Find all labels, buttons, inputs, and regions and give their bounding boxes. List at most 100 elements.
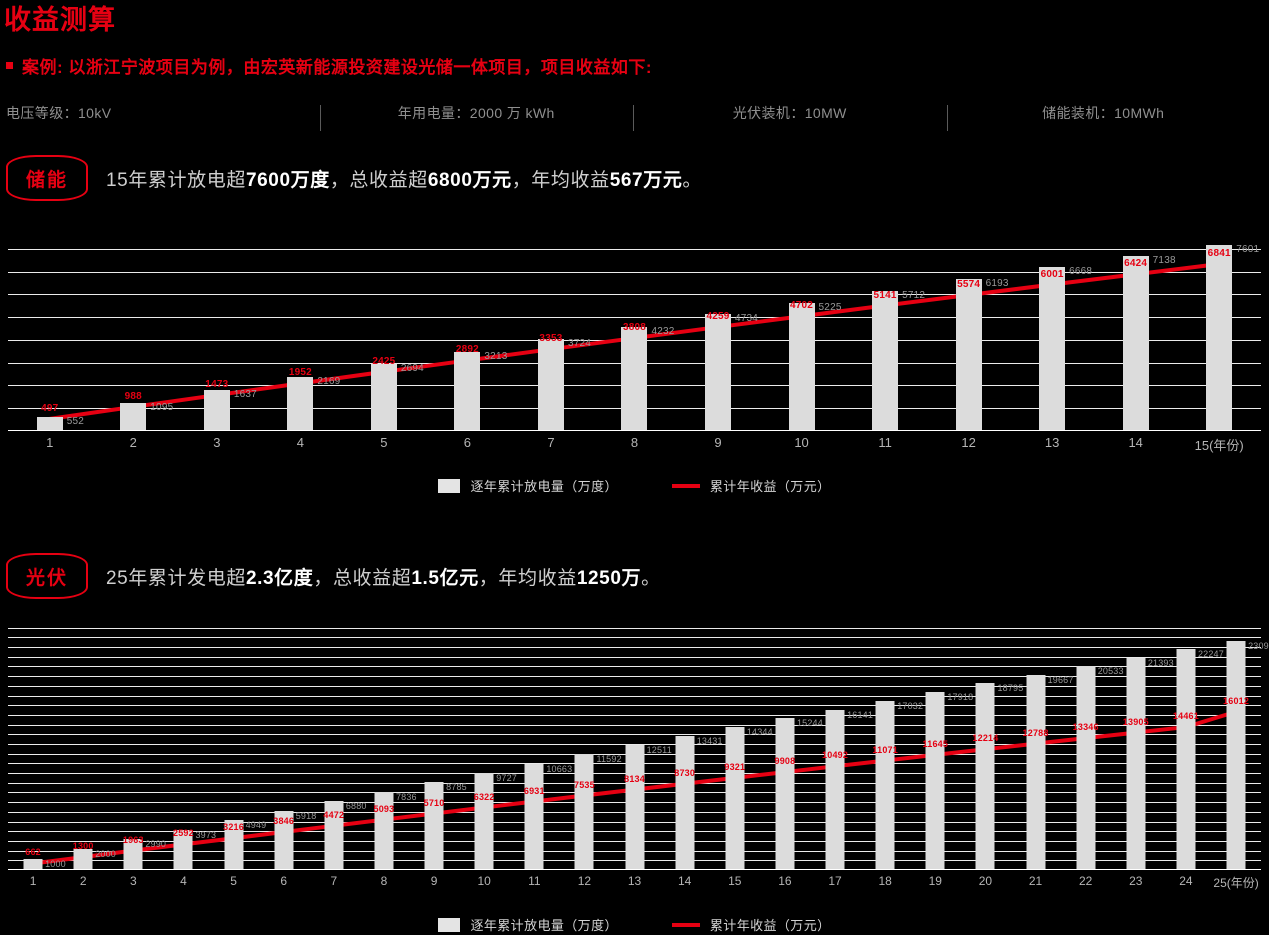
bar-value-label: 3213 <box>484 350 508 362</box>
bar-slot: 9727 6322 <box>459 618 517 869</box>
bar[interactable] <box>975 683 995 869</box>
legend-item-line: 累计年收益（万元） <box>671 915 831 934</box>
bar[interactable] <box>1226 640 1246 869</box>
bar-value-label: 5918 <box>295 810 317 821</box>
bar[interactable] <box>705 314 732 430</box>
pv-desc-prefix: 25年累计发电超 <box>106 567 246 589</box>
x-tick-label: 22 <box>1079 874 1093 888</box>
line-value-label: 662 <box>25 847 41 858</box>
bar-value-label: 9727 <box>496 772 518 783</box>
bar[interactable] <box>872 290 899 430</box>
line-value-label: 1473 <box>205 379 229 391</box>
bar[interactable] <box>274 810 294 869</box>
bar-slot: 1095 988 <box>92 226 176 430</box>
bar-slot: 23095 16012 <box>1211 618 1269 869</box>
bar[interactable] <box>73 849 93 869</box>
x-tick-label: 6 <box>280 874 288 888</box>
bar-slot: 13431 8730 <box>660 618 723 869</box>
bar[interactable] <box>203 390 230 430</box>
bar-slot: 2000 1300 <box>58 618 116 869</box>
bar[interactable] <box>120 403 147 430</box>
bar-value-label: 17032 <box>897 700 924 711</box>
x-tick-label: 7 <box>330 874 338 888</box>
storage-x-axis <box>8 430 1261 431</box>
bar[interactable] <box>1126 657 1146 869</box>
bar[interactable] <box>574 754 594 869</box>
grid-line <box>8 666 1261 668</box>
bar-slot: 6880 4472 <box>309 618 366 869</box>
spec-storage-capacity: 储能装机：10MWh <box>946 103 1261 131</box>
bar-value-label: 552 <box>66 415 85 427</box>
bar-slot: 7601 6841 <box>1177 226 1261 430</box>
x-tick-label: 13 <box>627 874 642 888</box>
spec-annual-consumption: 年用电量：2000 万 kWh <box>319 103 634 131</box>
x-tick-label: 3 <box>129 874 137 888</box>
bar[interactable] <box>23 859 43 869</box>
bar[interactable] <box>424 782 444 869</box>
storage-desc-mid1: ，总收益超 <box>329 169 428 191</box>
case-statement-text: 案例: 以浙江宁波项目为例，由宏英新能源投资建设光储一体项目，项目收益如下: <box>22 58 653 77</box>
bar[interactable] <box>454 351 481 430</box>
bar[interactable] <box>725 727 745 869</box>
bar[interactable] <box>1039 267 1066 430</box>
bar[interactable] <box>1122 255 1149 430</box>
bar[interactable] <box>621 326 648 430</box>
bar[interactable] <box>524 763 544 869</box>
bar[interactable] <box>1176 649 1196 869</box>
bar[interactable] <box>374 791 394 869</box>
bar[interactable] <box>224 820 244 869</box>
bar[interactable] <box>123 839 143 869</box>
bar-slot: 5712 5141 <box>843 226 927 430</box>
bar[interactable] <box>875 700 895 869</box>
page-title: 收益测算 <box>4 5 116 35</box>
x-tick-label: 2 <box>79 874 87 888</box>
legend-item-bar: 逐年累计放电量（万度） <box>438 476 617 495</box>
bar[interactable] <box>173 829 193 869</box>
legend-line-label: 累计年收益（万元） <box>709 479 831 494</box>
bar[interactable] <box>1076 666 1096 869</box>
bar-slot: 22247 14461 <box>1161 618 1224 869</box>
pv-chart: 1000 662 2000 1300 2990 1963 3973 2592 4949 3216 5… <box>8 618 1269 933</box>
line-value-label: 5093 <box>373 803 395 814</box>
bar-value-label: 2000 <box>95 849 117 860</box>
x-tick-label: 1 <box>29 874 37 888</box>
bar[interactable] <box>925 691 945 869</box>
storage-desc-b1: 7600万度 <box>245 169 330 191</box>
x-tick-label: 13 <box>1044 435 1060 450</box>
x-tick-label: 15(年份) <box>1194 438 1244 453</box>
bar-value-label: 22247 <box>1197 649 1224 660</box>
bar[interactable] <box>324 801 344 869</box>
bar-slot: 552 497 <box>8 226 92 430</box>
bar[interactable] <box>825 709 845 869</box>
bar[interactable] <box>675 736 695 869</box>
bar[interactable] <box>36 416 63 430</box>
bar-slot: 4949 3216 <box>209 618 266 869</box>
bar-slot: 5918 3846 <box>259 618 316 869</box>
bar[interactable] <box>788 302 815 430</box>
x-tick-label: 12 <box>577 874 592 888</box>
bar[interactable] <box>1206 244 1233 430</box>
bar-value-label: 1095 <box>150 402 174 414</box>
bar[interactable] <box>287 377 314 430</box>
x-tick-label: 7 <box>547 435 555 450</box>
x-tick-label: 9 <box>430 874 438 888</box>
bar[interactable] <box>955 278 982 430</box>
bar[interactable] <box>775 718 795 869</box>
bar[interactable] <box>1026 674 1046 869</box>
bar-value-label: 12511 <box>646 745 672 756</box>
grid-line <box>8 248 1261 250</box>
bar-slot: 15244 9908 <box>760 618 823 869</box>
bar-value-label: 4734 <box>735 313 759 325</box>
bar-value-label: 4232 <box>651 325 675 337</box>
bar[interactable] <box>370 364 397 430</box>
line-value-label: 16012 <box>1223 695 1250 706</box>
x-tick-label: 8 <box>380 874 388 888</box>
bar-value-label: 3724 <box>567 338 591 350</box>
bar[interactable] <box>474 772 494 869</box>
bar-value-label: 23095 <box>1248 640 1269 651</box>
bar-value-label: 5712 <box>902 289 926 301</box>
bar-value-label: 2694 <box>400 363 424 375</box>
line-value-label: 8134 <box>624 773 645 784</box>
bar[interactable] <box>625 745 645 869</box>
bar[interactable] <box>537 339 564 430</box>
